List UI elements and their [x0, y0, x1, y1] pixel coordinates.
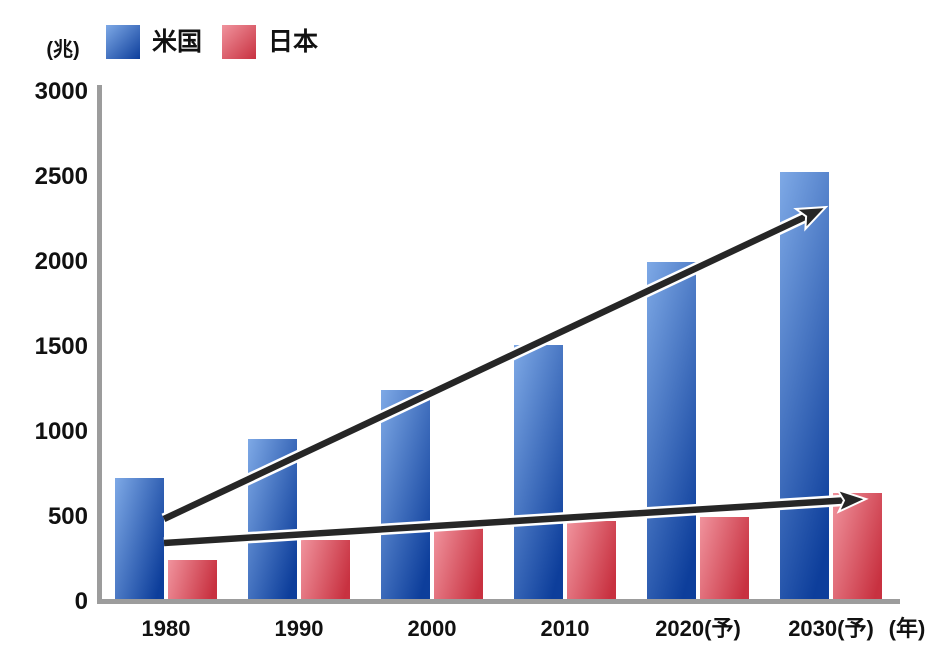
y-tick-label-1500: 1500 [34, 333, 88, 360]
legend-swatch-japan [222, 25, 257, 59]
y-axis-line [97, 85, 102, 604]
y-tick-label-2000: 2000 [34, 248, 88, 275]
bar-us-2000 [381, 390, 430, 600]
y-tick-label-500: 500 [47, 503, 88, 530]
x-tick-label-1980: 1980 [141, 616, 191, 641]
bar-japan-1980 [168, 560, 217, 600]
x-axis-unit-label: (年) [888, 616, 926, 641]
bar-us-2020(予) [647, 262, 696, 600]
x-tick-label-2030: 2030(予) [788, 616, 874, 641]
y-tick-label-3000: 3000 [34, 78, 88, 105]
bar-japan-2030(予) [833, 493, 882, 600]
legend-label-japan: 日本 [268, 28, 319, 56]
bar-us-1990 [248, 439, 297, 600]
y-tick-label-2500: 2500 [34, 163, 88, 190]
x-axis-line [97, 599, 900, 604]
y-tick-label-0: 0 [74, 588, 88, 615]
bar-japan-2000 [434, 528, 483, 600]
x-tick-label-2000: 2000 [407, 616, 457, 641]
legend-swatch-us [106, 25, 140, 59]
legend-label-us: 米国 [152, 28, 203, 56]
bar-us-2030(予) [780, 172, 829, 600]
bar-us-1980 [115, 478, 164, 600]
x-tick-label-2020: 2020(予) [655, 616, 741, 641]
x-tick-label-1990: 1990 [274, 616, 324, 641]
y-tick-label-1000: 1000 [34, 418, 88, 445]
bar-japan-1990 [301, 540, 350, 600]
bar-us-2010 [514, 345, 563, 600]
legend: 米国 日本 [106, 25, 318, 59]
y-axis-unit-label: (兆) [46, 39, 80, 61]
x-tick-label-2010: 2010 [540, 616, 590, 641]
bar-japan-2020(予) [700, 517, 749, 600]
bar-japan-2010 [567, 521, 616, 600]
